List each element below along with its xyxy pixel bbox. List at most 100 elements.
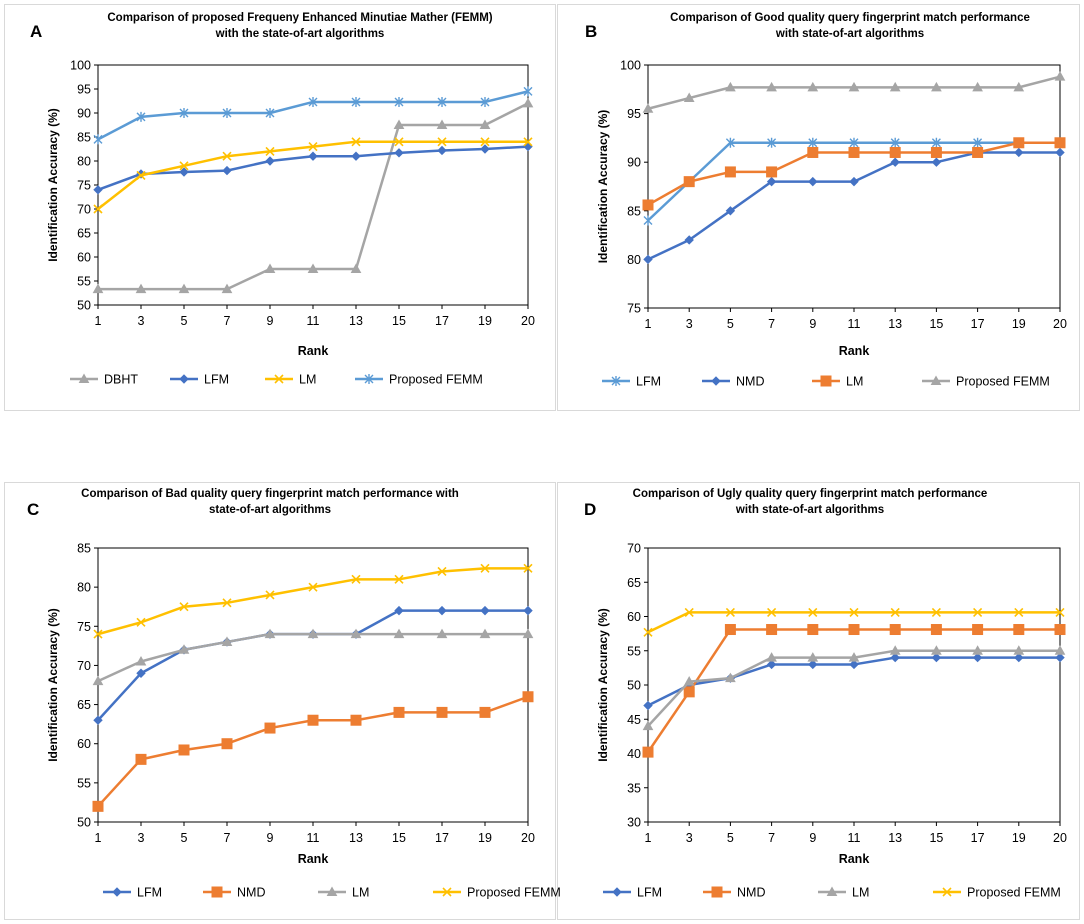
data-point [972,645,983,655]
data-point [394,148,404,158]
data-point [350,714,362,726]
chart-title-line: with the state-of-art algorithms [215,28,385,40]
data-point [480,605,490,616]
panel-letter: C [27,500,40,519]
y-tick-label: 65 [77,227,91,241]
data-point [766,81,777,92]
data-point [523,137,533,147]
data-point [973,607,983,617]
data-point [724,166,736,178]
data-point [92,283,104,294]
legend-label: LM [352,886,369,900]
data-point [264,263,276,273]
x-tick-label: 5 [727,831,734,845]
data-point [890,157,900,167]
data-point [1054,137,1066,149]
data-point [222,598,232,608]
legend-label: LM [846,375,863,389]
data-point [264,722,276,734]
data-point [393,628,405,639]
y-tick-label: 60 [627,610,641,624]
series-line [97,695,529,808]
chart-panel-c [4,482,556,920]
data-point [350,628,362,639]
data-point [308,96,318,107]
chart-title-line: with state-of-art algorithms [775,28,925,40]
x-tick-label: 3 [686,831,693,845]
data-point [725,206,736,216]
x-tick-label: 19 [478,314,492,328]
y-tick-label: 55 [77,275,91,289]
y-tick-label: 100 [70,59,91,73]
legend-marker [826,886,838,896]
x-tick-label: 9 [809,831,816,845]
data-point [264,628,276,639]
chart-title-line: Comparison of Bad quality query fingerpr… [81,488,459,500]
data-point [393,119,405,129]
data-point [849,607,859,617]
x-tick-label: 1 [645,831,652,845]
data-point [1013,645,1025,655]
chart-title-line: Comparison of proposed Frequeny Enhanced… [107,12,493,24]
legend-marker [78,373,90,383]
data-point [643,254,653,265]
data-point [350,263,362,273]
y-tick-label: 80 [77,581,91,595]
x-tick-label: 5 [727,317,734,331]
data-point [522,691,534,703]
legend-label: NMD [737,886,765,900]
legend-label: Proposed FEMM [956,375,1050,389]
x-tick-label: 13 [888,317,902,331]
x-tick-label: 17 [435,831,449,845]
data-point [889,81,901,92]
y-tick-label: 70 [627,542,641,556]
y-tick-label: 70 [77,203,91,217]
chart-title-line: Comparison of Ugly quality query fingerp… [632,488,988,500]
x-tick-label: 11 [307,831,320,845]
data-point [178,744,190,756]
data-point [1054,71,1066,81]
data-point [766,659,777,670]
y-axis-label: Identification Accuracy (%) [596,110,610,264]
data-point [308,151,318,161]
x-tick-label: 15 [392,831,406,845]
legend-marker [211,886,223,898]
data-point [351,151,361,161]
data-point [394,605,404,616]
legend-marker [364,374,374,384]
data-point [684,607,694,617]
x-tick-label: 1 [645,317,652,331]
data-point [931,652,942,663]
data-point [523,605,533,616]
data-point [307,714,319,726]
series-lfm [643,652,1065,711]
data-point [972,624,984,636]
y-tick-label: 90 [77,107,91,121]
data-point [522,97,534,108]
y-tick-label: 60 [77,737,91,751]
plot-area-frame [647,547,1061,823]
data-point [523,86,533,97]
legend-label: LM [852,886,869,900]
chart-title: Comparison of Bad quality query fingerpr… [50,486,490,518]
data-point [848,146,860,158]
y-tick-label: 50 [77,816,91,830]
y-tick-label: 95 [77,83,91,97]
data-point [972,652,983,663]
legend-marker [274,374,284,384]
data-point [135,655,147,666]
data-point [221,636,233,646]
series-nmd [92,691,534,812]
series-line [97,632,528,683]
data-point [93,629,103,639]
data-point [523,563,533,573]
legend: DBHT LFM LM Proposed FEMM [70,373,483,387]
plot-area-frame [647,64,1061,309]
data-point [807,146,819,158]
data-point [1014,147,1024,158]
data-point [1055,147,1065,158]
x-axis-label: Rank [298,852,329,866]
